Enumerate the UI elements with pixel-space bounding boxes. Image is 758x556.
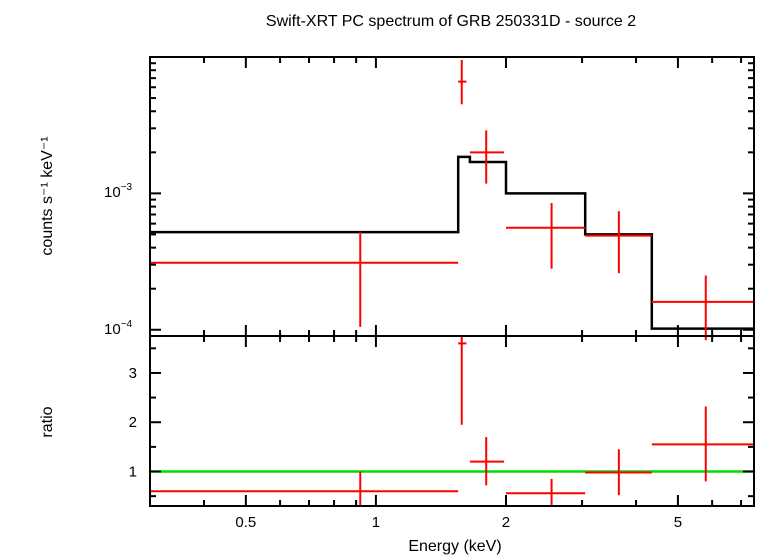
x-tick-label: 1 <box>372 514 380 531</box>
ratio-axis-ticks <box>149 336 754 506</box>
ratio-y-axis-label: ratio <box>39 406 56 437</box>
ratio-y-tick-label: 3 <box>129 365 137 382</box>
data-point-4 <box>585 449 652 496</box>
spectrum-panel: 10−3 10−4 counts s⁻¹ keV⁻¹ <box>39 56 755 341</box>
spectrum-axis-ticks <box>149 56 754 337</box>
ratio-panel: 1 2 3 0.5 1 2 5 ratio Energy (keV) <box>39 335 755 555</box>
ratio-tick-labels: 1 2 3 0.5 1 2 5 <box>129 365 682 531</box>
ratio-data-points <box>150 336 754 506</box>
ratio-y-tick-label: 2 <box>129 414 137 431</box>
x-tick-label: 2 <box>502 514 510 531</box>
spectrum-plot-frame <box>149 56 755 337</box>
data-point-1 <box>458 60 467 105</box>
ratio-y-tick-label: 1 <box>129 464 137 481</box>
x-axis-label: Energy (keV) <box>408 538 501 555</box>
data-point-2 <box>469 437 505 486</box>
chart-title: Swift-XRT PC spectrum of GRB 250331D - s… <box>266 13 636 30</box>
data-point-5 <box>651 275 754 341</box>
data-point-3 <box>505 478 586 506</box>
spectrum-y-tick-labels: 10−3 10−4 <box>104 182 133 338</box>
y-tick-label-1e-3: 10−3 <box>104 182 133 201</box>
data-point-0 <box>150 232 459 327</box>
data-point-0 <box>150 471 459 506</box>
model-step-line <box>150 155 754 330</box>
x-tick-label: 5 <box>674 514 682 531</box>
y-tick-label-1e-4: 10−4 <box>104 319 133 338</box>
x-tick-label: 0.5 <box>235 514 256 531</box>
data-point-4 <box>585 211 652 274</box>
spectrum-data-points <box>150 60 754 341</box>
ratio-plot-frame <box>149 335 755 507</box>
model-step-path <box>150 155 754 330</box>
data-point-2 <box>469 130 505 184</box>
data-point-3 <box>505 203 586 269</box>
data-point-1 <box>458 336 467 425</box>
spectrum-y-axis-label: counts s⁻¹ keV⁻¹ <box>39 136 56 255</box>
data-point-5 <box>651 406 754 482</box>
